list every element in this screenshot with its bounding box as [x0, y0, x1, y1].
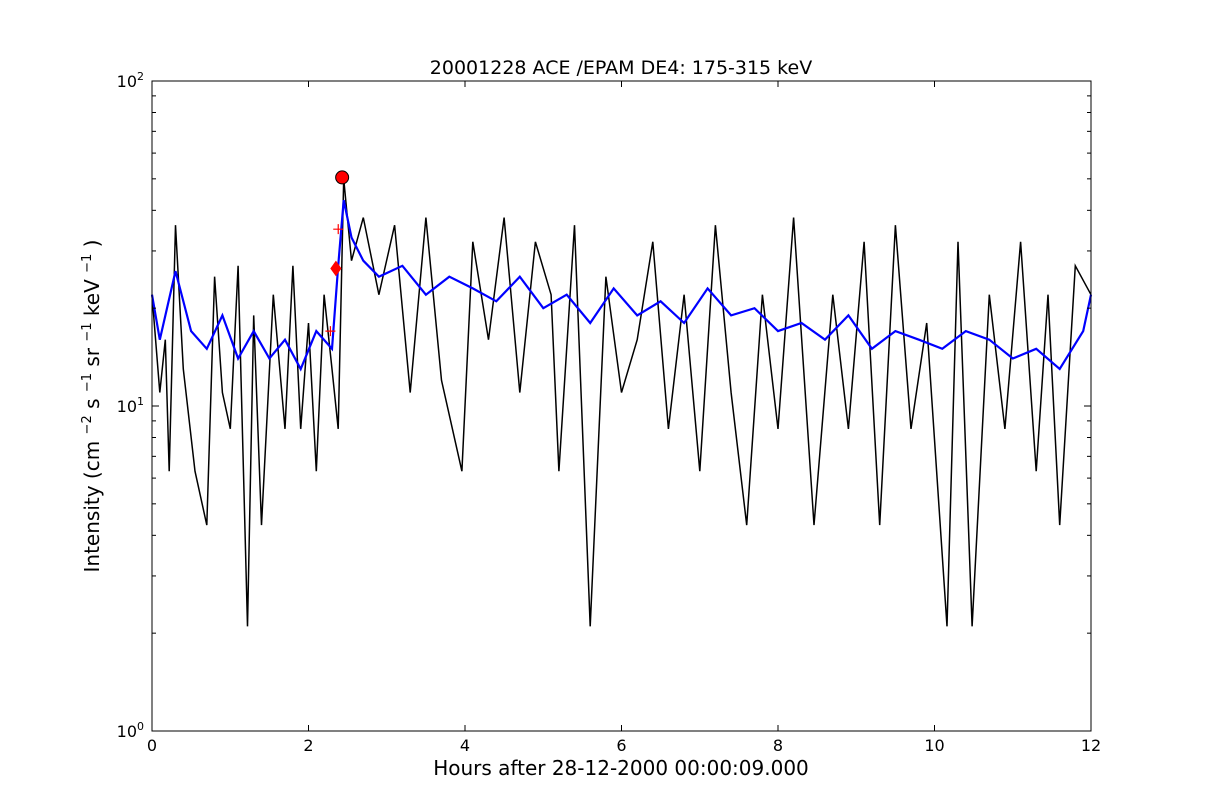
y-axis-label: Intensity (cm −2 s −1 sr −1 keV −1 ): [72, 239, 104, 572]
x-axis-label: Hours after 28-12-2000 00:00:09.000: [433, 756, 809, 780]
marker-peak: [335, 170, 350, 185]
y-axis-label-main: Intensity (cm: [80, 441, 104, 573]
y-tick-base: 10: [117, 397, 137, 416]
y-axis-label-exp1: −2: [80, 415, 95, 434]
y-axis-label-exp2: −1: [80, 373, 95, 392]
y-tick-exponent: 0: [137, 720, 144, 733]
marker-layer: [325, 170, 350, 337]
x-tick-label: 12: [1081, 736, 1101, 755]
y-tick-label: 101: [117, 395, 144, 416]
y-tick-exponent: 2: [137, 70, 144, 83]
y-axis-label-exp3: −1: [80, 322, 95, 341]
marker-onset: [330, 260, 342, 277]
x-tick-label: 10: [924, 736, 944, 755]
x-tick-label: 2: [303, 736, 313, 755]
y-tick-base: 10: [117, 72, 137, 91]
y-axis-label-s: s: [80, 398, 104, 408]
marker-cross-2: [325, 326, 336, 337]
y-axis-label-sr: sr: [80, 347, 104, 366]
y-tick-exponent: 1: [137, 395, 144, 408]
y-tick-label: 100: [117, 720, 144, 741]
y-tick-label: 102: [117, 70, 144, 91]
x-tick-label: 0: [147, 736, 157, 755]
x-tick-label: 4: [460, 736, 470, 755]
x-tick-label: 6: [616, 736, 626, 755]
y-axis-label-kev: keV: [80, 279, 104, 316]
y-axis-label-exp4: −1: [80, 254, 95, 273]
series-raw-line: [151, 178, 1092, 627]
series-layer: [150, 178, 1093, 627]
y-axis-label-close: ): [80, 239, 104, 247]
y-tick-base: 10: [117, 722, 137, 741]
series-smoothed-line: [150, 199, 1093, 372]
x-axis: 0 2 4 6 8 10 12: [147, 81, 1101, 755]
chart-title: 20001228 ACE /EPAM DE4: 175-315 keV: [430, 57, 812, 79]
x-tick-label: 8: [773, 736, 783, 755]
plot-area: [152, 81, 1091, 731]
marker-cross-1: [333, 224, 344, 235]
